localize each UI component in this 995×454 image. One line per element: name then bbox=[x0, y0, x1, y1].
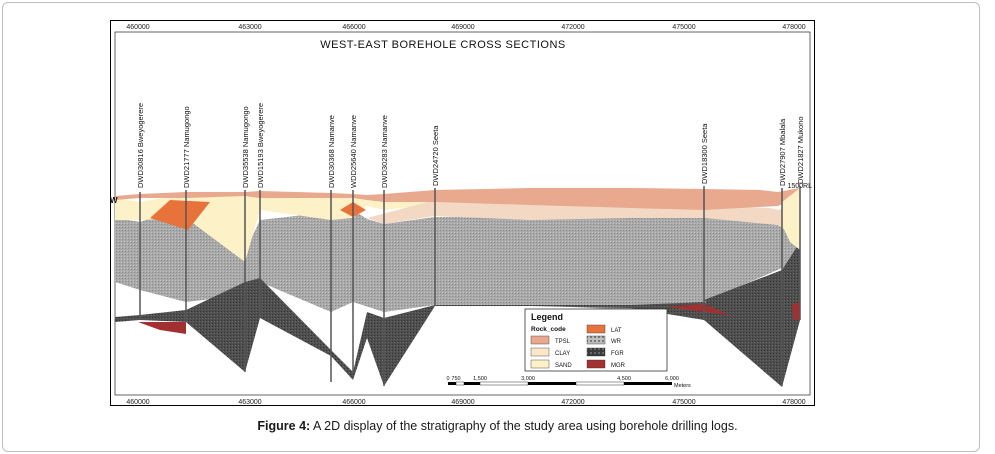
borehole-label: DWD21827 Mukono bbox=[796, 116, 805, 184]
x-tick-top: 466000 bbox=[342, 24, 365, 31]
legend-label: MGR bbox=[611, 363, 626, 369]
scale-label: 4,500 bbox=[617, 376, 631, 382]
legend-label: SAND bbox=[555, 363, 572, 369]
scale-bar: 0 750 1,500 3,000 4,500 6,000 Meters bbox=[446, 376, 691, 389]
borehole-label: DWD27907 Mbalala bbox=[778, 118, 787, 186]
layer-lat-1 bbox=[150, 200, 210, 230]
legend-label: FGR bbox=[611, 351, 624, 357]
borehole-label: DWD15193 Bweyogerere bbox=[256, 103, 265, 188]
legend-swatch-wr bbox=[586, 335, 606, 345]
layer-tpsl bbox=[115, 188, 800, 210]
legend-swatch-tpsl bbox=[530, 335, 550, 345]
layer-wr bbox=[115, 206, 800, 312]
legend-swatch-fgr bbox=[586, 347, 606, 357]
legend-label: CLAY bbox=[555, 351, 570, 357]
x-tick-top: 460000 bbox=[126, 24, 149, 31]
borehole-label: DWD35538 Namugongo bbox=[241, 106, 250, 188]
x-tick-bottom: 463000 bbox=[238, 399, 261, 406]
scale-label: 0 bbox=[446, 376, 449, 382]
legend-swatch-sand bbox=[530, 359, 550, 369]
caption-label: Figure 4: bbox=[257, 419, 311, 433]
legend-label: TPSL bbox=[555, 339, 571, 345]
borehole-label: DWD24720 Seeta bbox=[431, 125, 440, 186]
layer-sand-east bbox=[782, 188, 800, 250]
scale-label: 6,000 bbox=[665, 376, 679, 382]
layer-mgr-east-2 bbox=[792, 302, 800, 320]
legend: Legend Rock_code TPSL CLAY SAND LAT WR F… bbox=[524, 308, 668, 372]
x-tick-top: 469000 bbox=[451, 24, 474, 31]
legend-swatch-mgr bbox=[586, 359, 606, 369]
x-tick-top: 472000 bbox=[561, 24, 584, 31]
scale-label: 3,000 bbox=[521, 376, 535, 382]
legend-label: WR bbox=[611, 339, 622, 345]
x-tick-bottom: 475000 bbox=[672, 399, 695, 406]
figure-title: WEST-EAST BOREHOLE CROSS SECTIONS bbox=[320, 39, 566, 51]
legend-swatch-clay bbox=[530, 347, 550, 357]
rl-label: 1500RL bbox=[787, 183, 812, 190]
x-tick-top: 475000 bbox=[672, 24, 695, 31]
caption-text: A 2D display of the stratigraphy of the … bbox=[310, 419, 738, 433]
x-tick-bottom: 460000 bbox=[126, 399, 149, 406]
x-tick-bottom: 469000 bbox=[451, 399, 474, 406]
layer-fgr-east bbox=[704, 242, 800, 385]
figure-caption: Figure 4: A 2D display of the stratigrap… bbox=[0, 419, 995, 433]
x-tick-bottom: 472000 bbox=[561, 399, 584, 406]
x-tick-top: 463000 bbox=[238, 24, 261, 31]
layer-mgr-west bbox=[138, 322, 186, 334]
borehole-label: WDD25640 Namanve bbox=[349, 115, 358, 188]
borehole-label: DWD30283 Namanve bbox=[380, 115, 389, 188]
cross-section-figure: 460000 463000 466000 469000 472000 47500… bbox=[110, 20, 815, 406]
borehole-label: DWD18300 Seeta bbox=[700, 123, 709, 184]
borehole-lines bbox=[139, 186, 801, 386]
borehole-label: DWD30816 Bweyogerere bbox=[136, 103, 145, 188]
legend-title: Legend bbox=[531, 312, 563, 322]
x-tick-top: 478000 bbox=[782, 24, 805, 31]
scale-label: 750 bbox=[451, 376, 460, 382]
borehole-label: DWD21777 Namugongo bbox=[182, 106, 191, 188]
layer-fgr bbox=[115, 278, 800, 387]
scale-unit: Meters bbox=[674, 383, 691, 389]
scale-label: 1,500 bbox=[473, 376, 487, 382]
legend-swatch-lat bbox=[586, 324, 606, 334]
layer-mgr-east bbox=[666, 304, 730, 315]
west-label: W bbox=[110, 196, 118, 205]
x-tick-bottom: 466000 bbox=[342, 399, 365, 406]
legend-subtitle: Rock_code bbox=[531, 326, 566, 333]
cross-section-svg: 460000 463000 466000 469000 472000 47500… bbox=[110, 20, 815, 406]
borehole-label: DWD30368 Namanve bbox=[327, 115, 336, 188]
legend-label: LAT bbox=[611, 328, 622, 334]
layer-clay bbox=[367, 200, 800, 240]
x-tick-bottom: 478000 bbox=[782, 399, 805, 406]
